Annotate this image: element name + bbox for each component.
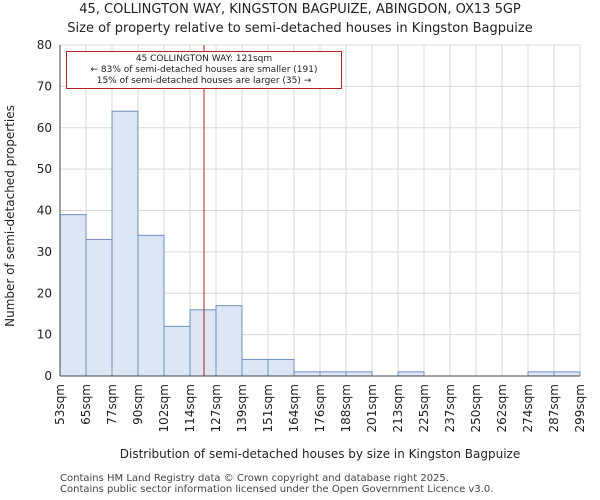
bar bbox=[397, 371, 425, 377]
x-tick-label: 188sqm bbox=[339, 384, 353, 432]
x-tick-label: 65sqm bbox=[79, 384, 93, 425]
bar bbox=[267, 358, 295, 377]
bar bbox=[293, 371, 321, 377]
x-tick-label: 164sqm bbox=[287, 384, 301, 432]
x-tick-label: 176sqm bbox=[313, 384, 327, 432]
y-axis-label: Number of semi-detached properties bbox=[3, 105, 17, 327]
bar bbox=[319, 371, 347, 377]
x-tick-label: 262sqm bbox=[495, 384, 509, 432]
y-tick-label: 20 bbox=[37, 286, 52, 300]
y-tick-label: 40 bbox=[37, 204, 52, 218]
x-tick-label: 90sqm bbox=[131, 384, 145, 425]
x-tick-label: 274sqm bbox=[521, 384, 535, 432]
x-tick-label: 127sqm bbox=[209, 384, 223, 432]
x-tick-label: 213sqm bbox=[391, 384, 405, 432]
bar bbox=[527, 371, 555, 377]
chart-subtitle: Size of property relative to semi-detach… bbox=[67, 21, 533, 36]
annotation-line-2: ← 83% of semi-detached houses are smalle… bbox=[90, 65, 318, 75]
y-tick-labels: 0 10 20 30 40 50 60 70 80 bbox=[37, 38, 52, 383]
bar bbox=[241, 358, 269, 377]
x-tick-label: 299sqm bbox=[573, 384, 587, 432]
bar bbox=[85, 238, 113, 377]
annotation-box: 45 COLLINGTON WAY: 121sqm ← 83% of semi-… bbox=[66, 51, 342, 89]
axes bbox=[59, 45, 580, 377]
x-tick-label: 53sqm bbox=[53, 384, 67, 425]
annotation-line-1: 45 COLLINGTON WAY: 121sqm bbox=[135, 54, 273, 64]
bars bbox=[59, 110, 581, 377]
x-tick-label: 225sqm bbox=[417, 384, 431, 432]
bar bbox=[59, 214, 87, 377]
bar bbox=[111, 110, 139, 377]
x-tick-label: 139sqm bbox=[235, 384, 249, 432]
y-tick-label: 60 bbox=[37, 121, 52, 135]
y-tick-label: 10 bbox=[37, 328, 52, 342]
x-tick-label: 201sqm bbox=[365, 384, 379, 432]
x-tick-label: 77sqm bbox=[105, 384, 119, 425]
y-tick-label: 80 bbox=[37, 38, 52, 52]
x-tick-labels: 53sqm 65sqm 77sqm 90sqm 102sqm 114sqm 127sqm 13… bbox=[53, 384, 587, 432]
annotation-line-3: 15% of semi-detached houses are larger (… bbox=[96, 76, 312, 86]
footer-line-1: Contains HM Land Registry data © Crown c… bbox=[60, 473, 449, 484]
bar bbox=[215, 305, 243, 377]
bar bbox=[163, 325, 191, 377]
bar bbox=[189, 309, 217, 377]
y-tick-label: 0 bbox=[44, 369, 52, 383]
chart-title: 45, COLLINGTON WAY, KINGSTON BAGPUIZE, A… bbox=[79, 2, 521, 17]
footer-line-2: Contains public sector information licen… bbox=[60, 484, 494, 495]
bar bbox=[553, 371, 581, 377]
x-tick-label: 114sqm bbox=[183, 384, 197, 432]
x-tick-label: 287sqm bbox=[547, 384, 561, 432]
x-tick-label: 151sqm bbox=[261, 384, 275, 432]
x-axis-label: Distribution of semi-detached houses by … bbox=[120, 447, 520, 461]
x-tick-label: 250sqm bbox=[469, 384, 483, 432]
bar bbox=[137, 234, 165, 377]
y-tick-label: 30 bbox=[37, 245, 52, 259]
y-tick-label: 50 bbox=[37, 162, 52, 176]
x-tick-label: 237sqm bbox=[443, 384, 457, 432]
bar bbox=[345, 371, 373, 377]
y-tick-label: 70 bbox=[37, 79, 52, 93]
x-tick-label: 102sqm bbox=[157, 384, 171, 432]
